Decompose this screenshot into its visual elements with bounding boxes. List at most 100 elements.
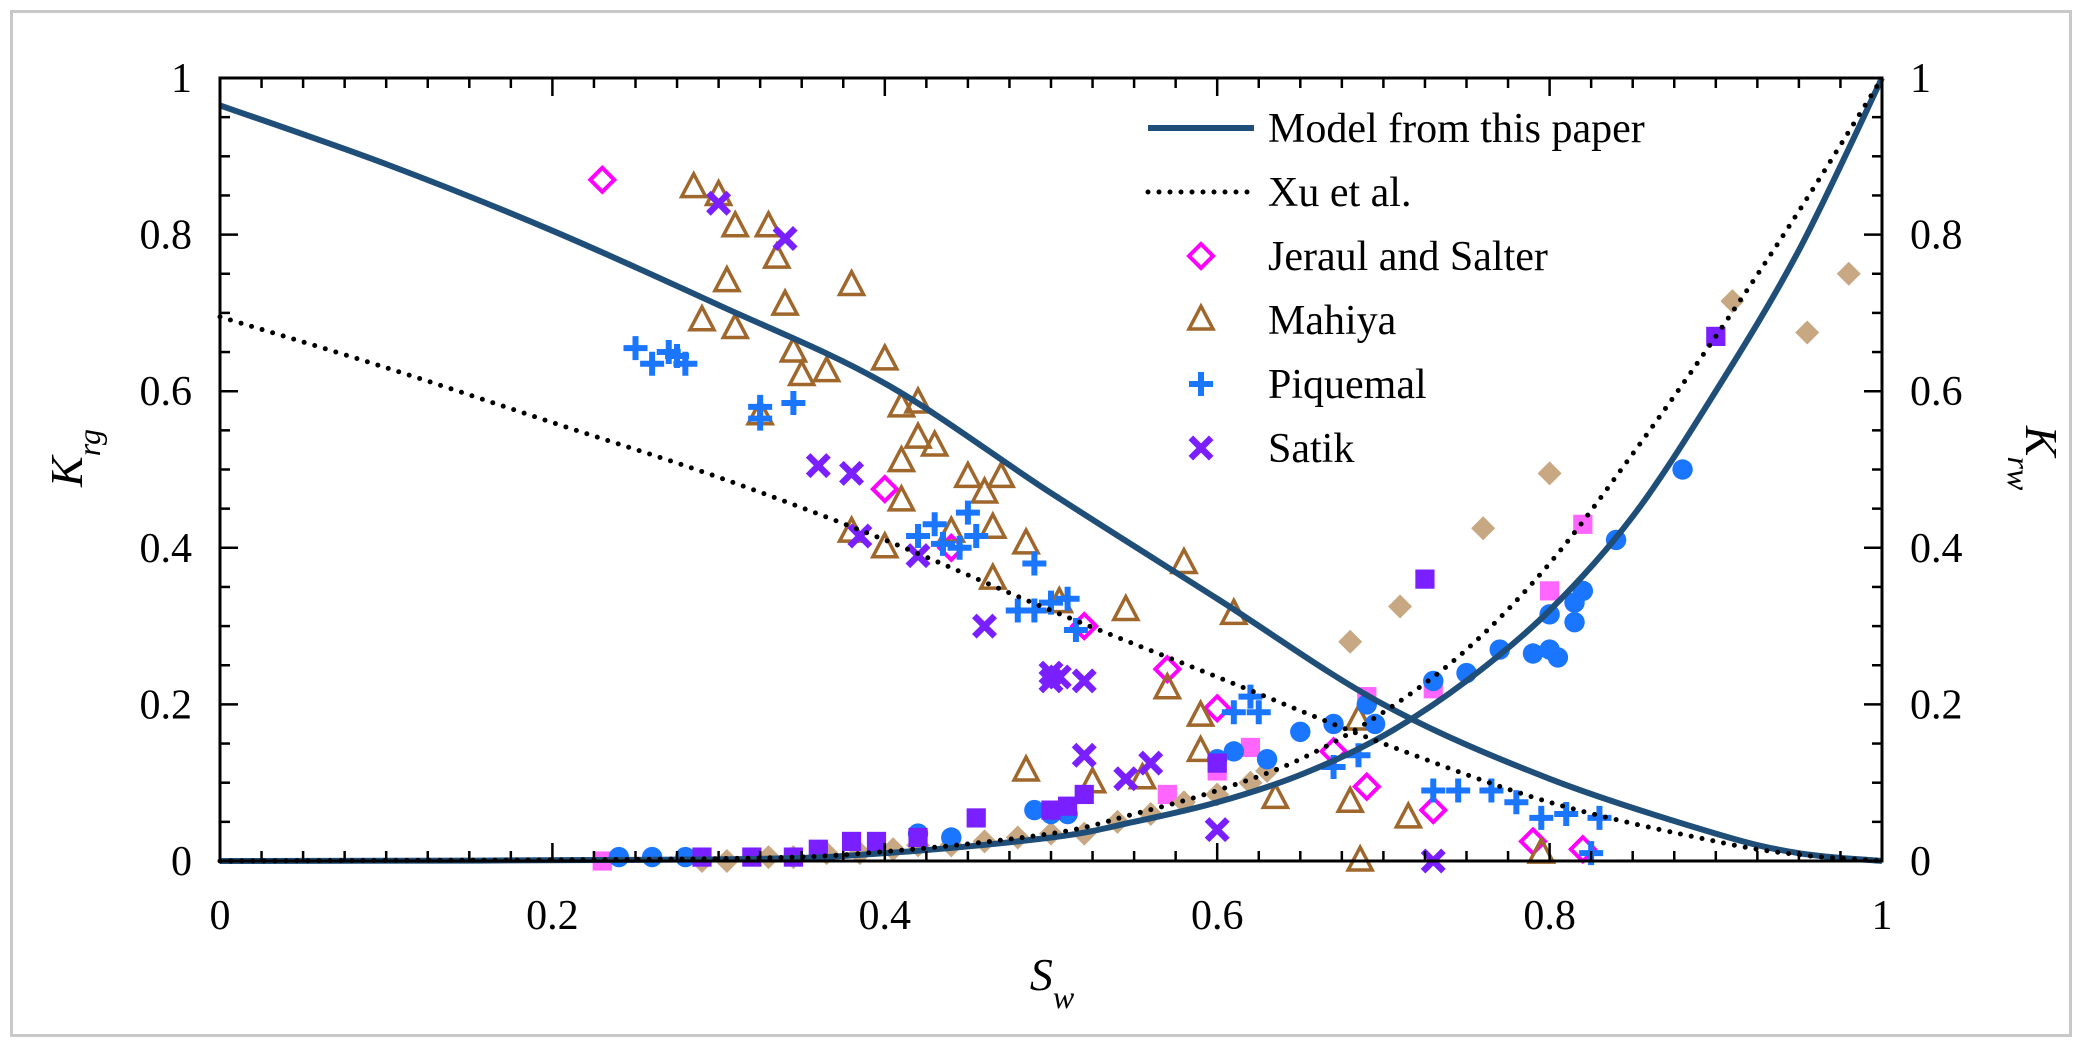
piquemal-krg-point	[955, 500, 980, 525]
satik-krg-point	[972, 613, 998, 639]
piquemal-krg-point	[930, 531, 955, 556]
mahiya-krg-point	[1152, 671, 1183, 700]
mahiya-krg-point	[811, 354, 842, 383]
x-tick-label: 1	[1872, 893, 1893, 939]
mahiya-krw-point	[1388, 594, 1413, 619]
legend-label-model-from-this-paper: Model from this paper	[1268, 106, 1645, 152]
jeraul-and-salter-krw-point	[1240, 737, 1261, 758]
jeraul-and-salter-krw-point	[1157, 784, 1177, 805]
satik-krw-point	[1415, 569, 1435, 589]
mahiya-krg-point	[712, 264, 742, 293]
satik-krw-point	[1207, 753, 1227, 773]
piquemal-krg-point	[1063, 618, 1088, 643]
mahiya-krg-point	[1169, 545, 1199, 575]
legend-entry-jeraul-and-salter: Jeraul and Salter	[1186, 234, 1548, 280]
jeraul-and-salter-krw-point	[1540, 581, 1560, 601]
mahiya-krg-point	[720, 209, 751, 238]
jeraul-and-salter-krg-point	[1202, 693, 1233, 724]
satik-krg-point	[1071, 668, 1097, 694]
piquemal-krw-point	[1547, 647, 1569, 668]
xu-et-al--krg-curve	[217, 314, 1885, 864]
piquemal-krw-point	[1256, 749, 1278, 770]
piquemal-krg-point	[1587, 805, 1612, 830]
piquemal-krg-point	[1529, 805, 1554, 830]
mahiya-krg-point	[986, 459, 1017, 489]
satik-krg-point	[839, 460, 865, 486]
piquemal-krg-point	[922, 512, 947, 537]
jeraul-and-salter-krg-point	[1351, 771, 1382, 802]
piquemal-krw-point	[941, 827, 962, 848]
legend-entry-satik: Satik	[1188, 426, 1354, 472]
mahiya-krg-point	[687, 303, 717, 332]
satik-krg-point	[805, 453, 831, 479]
piquemal-krg-point	[640, 351, 665, 376]
mahiya-krw-point	[1537, 461, 1562, 486]
x-axis-label: Sw	[1030, 949, 1075, 1015]
mahiya-krg-point	[919, 428, 950, 457]
satik-krg-point	[1113, 766, 1139, 792]
satik-krg-point	[1071, 742, 1097, 768]
x-tick-label: 0	[210, 893, 231, 939]
mahiya-krw-point	[1795, 320, 1820, 345]
mahiya-krg-point	[1185, 733, 1216, 763]
satik-krw-point	[1074, 784, 1094, 805]
y-right-tick-label: 0.6	[1910, 369, 1963, 415]
mahiya-krg-point	[869, 530, 900, 559]
mahiya-krg-point	[778, 334, 809, 363]
mahiya-krg-point	[1343, 702, 1374, 731]
jeraul-and-salter-krg-point	[1418, 795, 1449, 825]
satik-krg-point	[772, 226, 798, 252]
legend-swatch-satik	[1188, 435, 1214, 461]
legend-entry-mahiya: Mahiya	[1186, 298, 1397, 344]
legend-entry-piquemal: Piquemal	[1189, 362, 1427, 408]
model-from-this-paper-krg-curve	[219, 102, 1883, 864]
piquemal-krg-point	[1421, 778, 1446, 803]
piquemal-krg-point	[781, 390, 806, 415]
mahiya-krw-point	[1338, 629, 1363, 654]
mahiya-krg-point	[761, 240, 792, 269]
y-left-tick-label: 0.8	[140, 213, 193, 259]
xu-et-al--krw-curve	[217, 75, 1885, 864]
satik-krw-point	[866, 831, 887, 852]
piquemal-krg-point	[1246, 700, 1271, 725]
legend-label-satik: Satik	[1268, 426, 1354, 472]
piquemal-krg-point	[1022, 551, 1047, 576]
mahiya-krg-point	[1185, 698, 1216, 727]
x-tick-label: 0.4	[859, 893, 912, 939]
piquemal-krg-point	[1554, 802, 1579, 827]
satik-krw-point	[908, 827, 928, 848]
piquemal-krw-point	[1489, 639, 1510, 660]
piquemal-krg-point	[964, 524, 989, 549]
piquemal-krg-point	[906, 524, 931, 549]
jeraul-and-salter-krg-point	[587, 164, 618, 195]
satik-krg-point	[706, 190, 732, 216]
legend-label-mahiya: Mahiya	[1268, 298, 1397, 344]
y-left-tick-label: 0.2	[140, 682, 193, 728]
piquemal-krg-point	[1446, 778, 1471, 803]
y-right-tick-label: 0.4	[1910, 526, 1963, 572]
jeraul-and-salter-krg-point	[1152, 654, 1183, 684]
piquemal-krw-point	[1290, 721, 1311, 743]
satik-krg-point	[847, 523, 873, 549]
legend: Model from this paper Xu et al. Jeraul and…	[1145, 106, 1645, 472]
piquemal-krg-point	[1055, 586, 1080, 611]
mahiya-krg-point	[869, 342, 900, 371]
mahiya-krg-point	[886, 483, 917, 512]
satik-krw-point	[841, 831, 862, 852]
mahiya-krg-point	[1127, 761, 1158, 790]
mahiya-krg-point	[886, 444, 917, 473]
satik-krg-point	[1204, 817, 1230, 843]
piquemal-krw-point	[1522, 643, 1544, 664]
mahiya-krw-point	[1471, 516, 1496, 541]
mahiya-krg-point	[1335, 784, 1366, 814]
mahiya-krg-point	[977, 561, 1008, 590]
piquemal-krw-point	[1672, 459, 1693, 480]
piquemal-krg-point	[1221, 700, 1246, 725]
mahiya-krg-point	[770, 287, 800, 316]
mahiya-krg-point	[1345, 843, 1376, 872]
x-axis-label-text: Sw	[1030, 949, 1075, 1015]
y-right-tick-label: 0	[1910, 839, 1931, 885]
mahiya-krg-point	[953, 459, 983, 489]
mahiya-krw-point	[1836, 261, 1861, 286]
piquemal-krg-point	[1022, 598, 1047, 623]
